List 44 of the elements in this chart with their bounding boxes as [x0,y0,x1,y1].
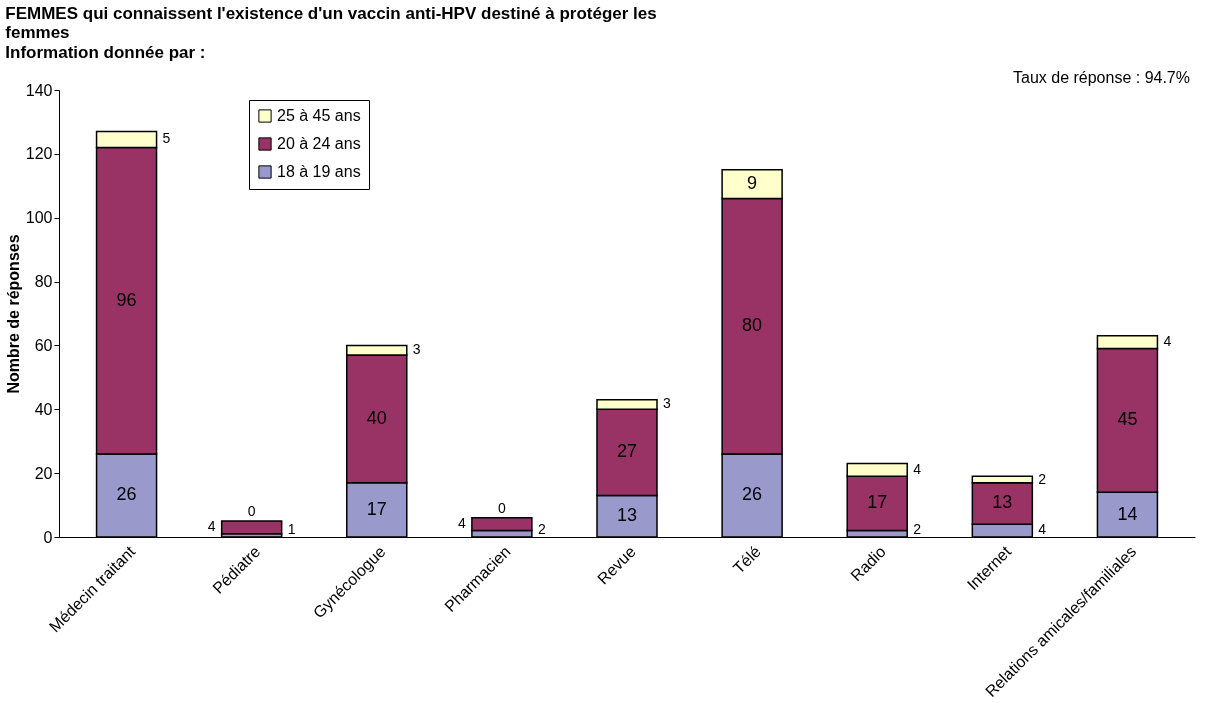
y-tick-label: 140 [25,81,53,99]
data-label: 17 [366,498,387,519]
data-label: 4 [1163,333,1172,350]
legend-label: 25 à 45 ans [277,107,361,124]
data-label: 26 [116,484,137,505]
data-label: 4 [207,518,216,535]
bar [220,520,283,535]
y-tick-label: 0 [43,528,53,546]
data-label: 17 [867,492,888,513]
data-label: 3 [663,395,671,412]
data-label: 96 [116,289,137,310]
y-tick-label: 40 [34,400,53,418]
x-tick-label: Télé [729,542,764,577]
y-tick-label: 100 [25,209,53,227]
data-label: 80 [742,315,763,336]
data-label: 2 [537,521,546,538]
y-tick-label: 60 [34,336,53,354]
data-label: 4 [913,460,922,477]
data-label: 0 [497,499,506,516]
data-label: 4 [458,515,467,532]
data-label: 2 [1038,470,1047,487]
data-label: 26 [742,484,763,505]
data-label: 14 [1117,503,1138,524]
y-tick-label: 120 [25,145,53,163]
data-label: 13 [992,492,1013,513]
data-label: 1 [287,521,296,538]
y-tick-label: 80 [34,273,53,291]
y-axis-title: Nombre de réponses [4,234,22,394]
data-label: 5 [162,130,171,147]
legend-label: 20 à 24 ans [277,135,361,152]
chart-title: FEMMES qui connaissent l'existence d'un vaccin anti-HPV destiné à protéger les femmes [5,4,657,42]
data-label: 4 [1038,521,1047,538]
data-label: 45 [1117,409,1138,430]
data-label: 2 [913,521,922,538]
text: Taux de réponse : 94.7% [1012,69,1190,86]
legend-label: 18 à 19 ans [277,163,361,180]
data-label: 9 [747,173,758,194]
data-label: 27 [616,441,638,462]
data-label: 3 [412,341,421,358]
chart-subtitle: Information donnée par : [5,43,206,62]
data-label: 0 [247,503,256,520]
data-label: 40 [366,407,387,428]
data-label: 13 [616,505,638,526]
y-tick-label: 20 [34,464,53,482]
